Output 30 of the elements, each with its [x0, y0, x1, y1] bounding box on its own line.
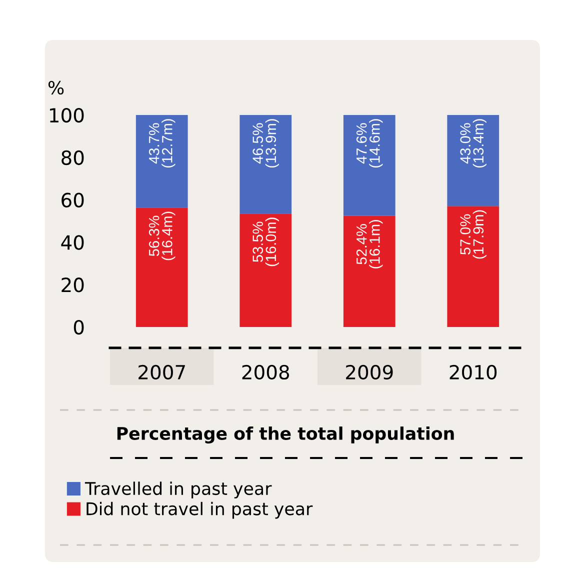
y-tick-label: 0	[74, 320, 84, 335]
bar	[240, 115, 292, 214]
y-tick-label: 40	[61, 235, 84, 250]
data-label: 57.0% (17.9m)	[460, 210, 486, 259]
data-label: 52.4% (16.1m)	[356, 220, 383, 268]
bar	[343, 216, 396, 327]
y-tick-label: 20	[62, 278, 84, 292]
y-tick-label: 80	[62, 150, 84, 166]
bar	[136, 115, 188, 208]
y-tick-label: 60	[62, 192, 84, 208]
data-label: 46.5% (13.9m)	[252, 119, 279, 168]
bar	[136, 208, 188, 327]
y-tick-label: 100	[50, 108, 84, 123]
legend-label: Did not travel in past year	[86, 502, 313, 519]
x-tick-label: 2007	[138, 364, 185, 380]
x-tick-label: 2008	[242, 364, 290, 380]
x-tick-label: 2010	[450, 364, 497, 380]
text: Percentage of the total population	[117, 426, 454, 444]
x-tick-label: 2009	[346, 364, 393, 380]
y-axis-title: %	[48, 80, 64, 95]
bar	[447, 206, 500, 327]
bar	[343, 115, 396, 216]
data-label: 43.7% (12.7m)	[148, 119, 176, 168]
data-label: 53.5% (16.0m)	[252, 218, 279, 266]
data-label: 43.0% (13.4m)	[460, 119, 486, 168]
data-label: 56.3% (16.4m)	[148, 212, 176, 260]
data-label: 47.6% (14.6m)	[356, 119, 383, 168]
bar	[240, 214, 292, 327]
bar	[447, 115, 500, 206]
legend-label: Travelled in past year	[84, 482, 272, 498]
